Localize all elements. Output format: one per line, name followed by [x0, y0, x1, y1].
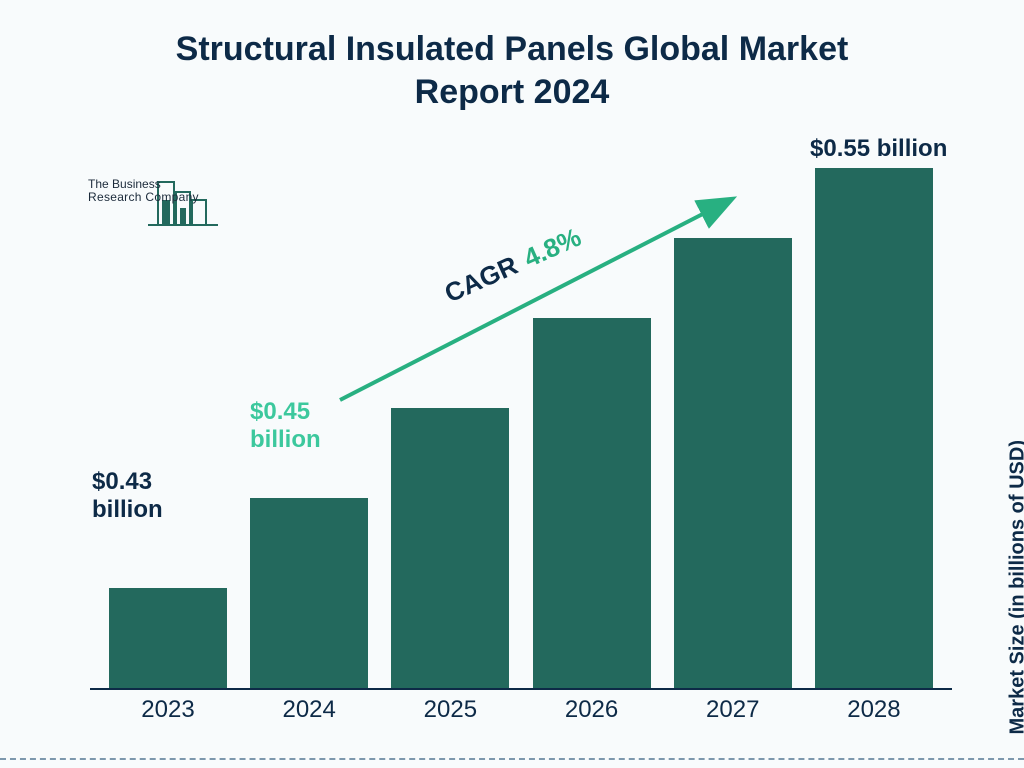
xlabel-2027: 2027: [667, 696, 799, 724]
value-2024-amount: $0.45: [250, 398, 310, 425]
bar-slot-2023: [102, 588, 234, 688]
x-axis-line: [90, 688, 952, 690]
value-label-2028: $0.55 billion: [810, 135, 947, 163]
bar-slot-2028: [808, 168, 940, 688]
bar-slot-2027: [667, 238, 799, 688]
value-2023-unit: billion: [92, 496, 163, 523]
y-axis-label: Market Size (in billions of USD): [1006, 440, 1024, 734]
bar-2026: [533, 318, 651, 688]
xlabel-2023: 2023: [102, 696, 234, 724]
bar-slot-2024: [243, 498, 375, 688]
title-line-1: Structural Insulated Panels Global Marke…: [176, 30, 849, 68]
bar-2028: [815, 168, 933, 688]
bar-slot-2026: [526, 318, 658, 688]
value-label-2024: $0.45 billion: [250, 398, 321, 453]
chart-title: Structural Insulated Panels Global Marke…: [0, 28, 1024, 113]
value-2024-unit: billion: [250, 426, 321, 453]
x-axis-labels: 2023 2024 2025 2026 2027 2028: [90, 696, 952, 724]
value-2028-full: $0.55 billion: [810, 135, 947, 162]
bar-2023: [109, 588, 227, 688]
footer-divider: [0, 758, 1024, 760]
title-line-2: Report 2024: [415, 73, 610, 111]
bar-2027: [674, 238, 792, 688]
chart-canvas: Structural Insulated Panels Global Marke…: [0, 0, 1024, 768]
xlabel-2025: 2025: [384, 696, 516, 724]
xlabel-2028: 2028: [808, 696, 940, 724]
bar-slot-2025: [384, 408, 516, 688]
bar-2025: [391, 408, 509, 688]
xlabel-2024: 2024: [243, 696, 375, 724]
value-label-2023: $0.43 billion: [92, 468, 163, 523]
bar-2024: [250, 498, 368, 688]
bars-container: [90, 160, 952, 688]
value-2023-amount: $0.43: [92, 468, 152, 495]
bar-chart: [90, 160, 952, 690]
xlabel-2026: 2026: [526, 696, 658, 724]
